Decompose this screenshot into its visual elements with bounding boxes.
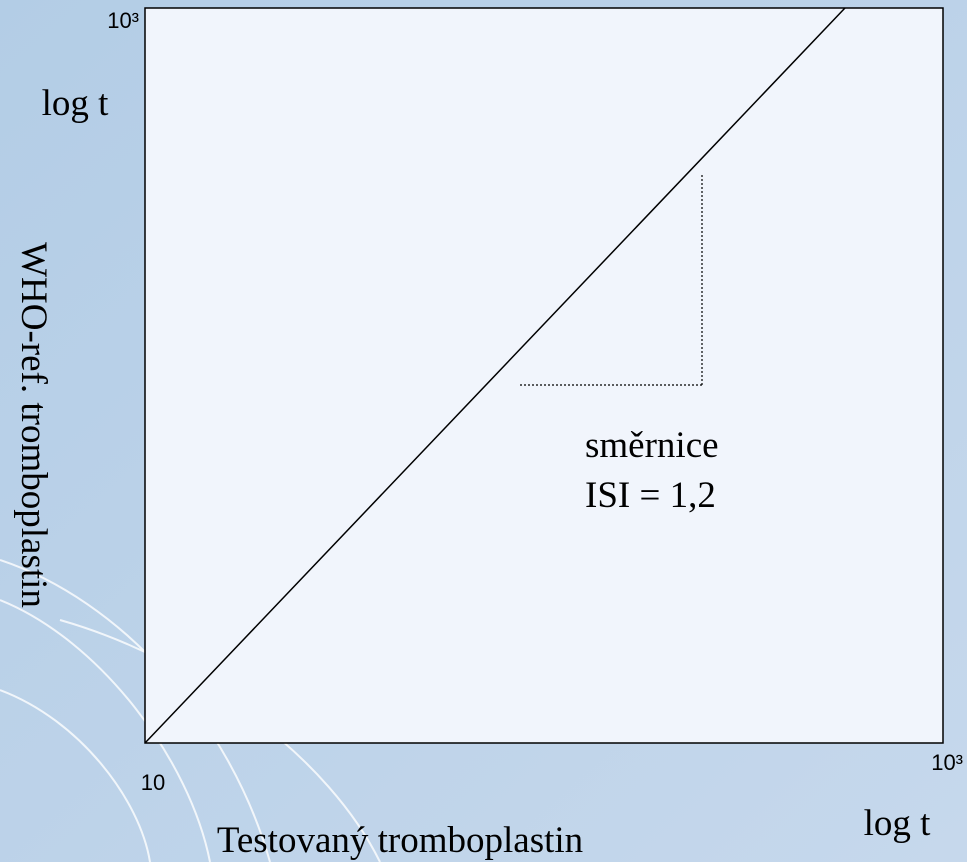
plot-area [144,7,944,744]
x-unit: log t [864,803,932,844]
x-axis-title: Testovaný tromboplastin [217,820,583,861]
x-tick-label: 10³ [931,750,963,775]
x-tick-label: 10 [141,770,165,795]
line [144,7,846,744]
slope-triangle [520,175,703,386]
y-tick-label: 10³ [107,8,139,33]
y-unit: log t [42,83,110,124]
y-axis-title: WHO-ref. tromboplastin [13,242,54,608]
annotation: směrnice [585,425,719,466]
annotation: ISI = 1,2 [585,475,716,516]
